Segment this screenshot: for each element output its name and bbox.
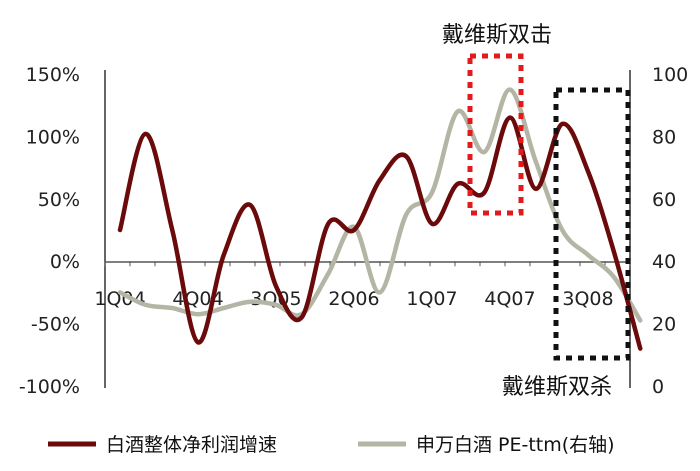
x-axis-labels: 1Q04 4Q04 3Q05 2Q06 1Q07 4Q07 3Q08 [94,288,613,310]
annotation-double-kill: 戴维斯双杀 [502,375,612,400]
left-tick-label: 0% [50,251,80,273]
davis-double-click-box [467,53,524,216]
right-tick-label: 60 [652,189,676,211]
legend-label-pe: 申万白酒 PE-ttm(右轴) [416,434,615,456]
legend: 白酒整体净利润增速 申万白酒 PE-ttm(右轴) [48,434,615,456]
davis-double-kill-box [553,87,631,361]
x-tick-label: 1Q07 [406,288,457,310]
x-tick-label: 4Q07 [484,288,535,310]
annotation-double-click: 戴维斯双击 [442,23,552,48]
left-tick-label: 100% [26,126,80,148]
x-tick-label: 3Q05 [250,288,301,310]
right-tick-label: 80 [652,126,676,148]
right-y-axis-ticks: 100 80 60 40 20 0 [652,64,688,398]
left-tick-label: -50% [31,314,80,336]
right-tick-label: 100 [652,64,688,86]
left-y-axis-ticks: 150% 100% 50% 0% -50% -100% [19,64,80,398]
right-tick-label: 40 [652,251,676,273]
x-tick-label: 2Q06 [328,288,379,310]
left-tick-label: 150% [26,64,80,86]
legend-label-profit-growth: 白酒整体净利润增速 [106,434,277,456]
left-tick-label: -100% [19,376,80,398]
x-tick-label: 1Q04 [94,288,145,310]
left-tick-label: 50% [38,189,80,211]
right-tick-label: 0 [652,376,664,398]
x-tick-label: 3Q08 [562,288,613,310]
right-tick-label: 20 [652,314,676,336]
